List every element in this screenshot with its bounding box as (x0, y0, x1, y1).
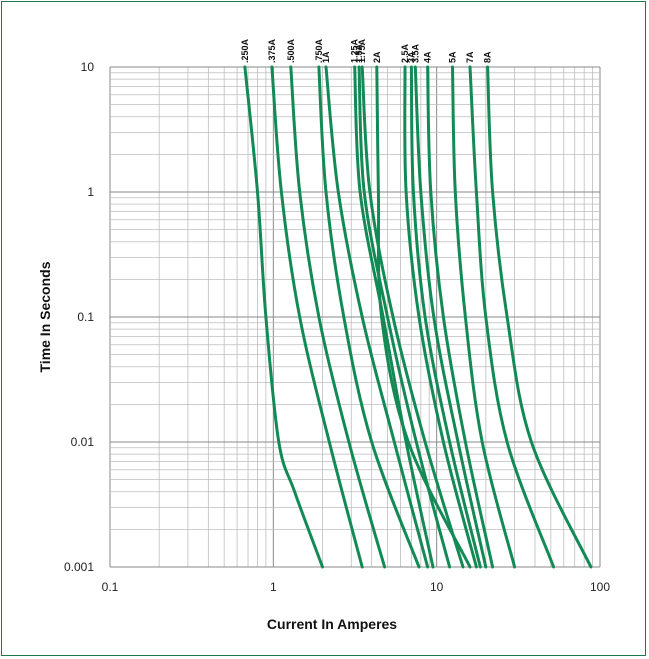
series-label: 1.25A (350, 38, 360, 63)
series-line (409, 65, 482, 569)
series-line (375, 65, 472, 569)
x-tick-label: 100 (590, 580, 610, 594)
series-label: 2.5A (400, 43, 410, 63)
series-label: 7A (465, 51, 475, 63)
series-line (413, 65, 488, 569)
y-axis-title: Time In Seconds (37, 261, 53, 372)
series-label: 1.5A (354, 43, 364, 63)
series-label: 3.5A (410, 43, 420, 63)
series-label: .750A (314, 38, 324, 63)
y-tick-label: 0.1 (77, 310, 94, 324)
series-label: .375A (267, 38, 277, 63)
x-tick-label: 1 (270, 580, 277, 594)
series-line (486, 65, 593, 569)
x-tick-label: 10 (430, 580, 444, 594)
x-axis-title: Current In Amperes (267, 616, 397, 632)
series-line (317, 65, 421, 569)
tick-labels: 0.1 1 10 100 10 1 0.1 0.01 0.001 (64, 60, 610, 594)
series-label: .500A (286, 38, 296, 63)
series-label: 1.75A (357, 38, 367, 63)
series-line (270, 65, 364, 569)
y-tick-label: 0.01 (71, 435, 95, 449)
series-label: 3A (406, 51, 416, 63)
series-label: 2A (372, 51, 382, 63)
series-line (403, 65, 478, 569)
series-label: 8A (483, 51, 493, 63)
series-label: 1A (321, 51, 331, 63)
series-line (426, 65, 495, 569)
series-line (324, 65, 430, 569)
grid-lines (109, 66, 601, 568)
series-line (360, 65, 465, 569)
series-line (451, 65, 517, 569)
y-tick-label: 10 (81, 60, 95, 74)
series-label: 5A (448, 51, 458, 63)
y-tick-label: 0.001 (64, 560, 94, 574)
series-line (243, 65, 324, 569)
y-tick-label: 1 (87, 185, 94, 199)
series-label: 4A (423, 51, 433, 63)
series-line (468, 65, 556, 569)
fuse-curves (243, 65, 593, 569)
x-tick-label: 0.1 (102, 580, 119, 594)
series-line (289, 65, 387, 569)
series-label: .250A (240, 38, 250, 63)
